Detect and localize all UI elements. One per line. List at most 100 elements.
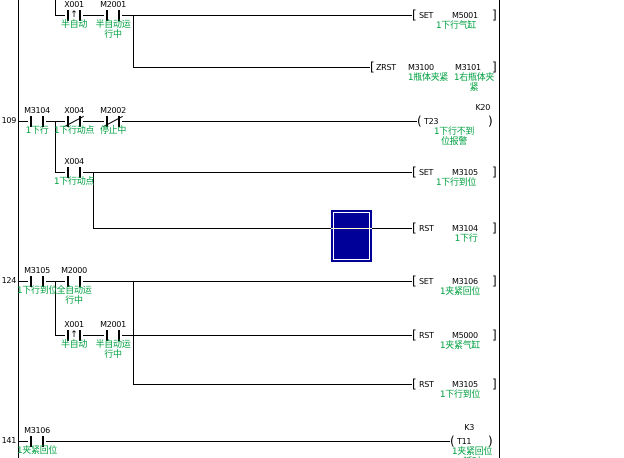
bracket-left: [: [412, 274, 417, 288]
wire-h: [18, 281, 412, 282]
device-comment: 1下行不到 位报警: [433, 127, 475, 147]
wire-h: [93, 228, 412, 229]
device-label: M2001: [100, 0, 126, 9]
rst-instruction-m3104[interactable]: [ RST M3104 ] 1下行: [0, 221, 624, 255]
no-contact-m3106[interactable]: M3106 1夹紧回位: [13, 424, 61, 458]
contact-bar: [106, 10, 108, 21]
contact-gap: [104, 328, 122, 342]
bracket-left: [: [412, 165, 417, 179]
device-label: M3106: [452, 277, 478, 286]
edit-cursor[interactable]: [331, 210, 372, 262]
no-contact-m2000[interactable]: M2000 全自动运 行中: [50, 264, 98, 310]
no-contact-m3105[interactable]: M3105 1下行到位: [13, 264, 61, 310]
device-label: M3106: [24, 426, 50, 435]
set-instruction-m5001[interactable]: [ SET M5001 ] 1下行气缸: [0, 8, 624, 42]
device-comment: 半自动运 行中: [95, 340, 131, 360]
device-comment: 1夹紧气缸: [439, 341, 481, 351]
zrst-instruction-m3100-m3101[interactable]: [ ZRST M3100 M3101 ] 1瓶体夹紧 1右瓶体夹 紧: [0, 60, 624, 94]
no-contact-m2001[interactable]: M2001 半自动运 行中: [89, 318, 137, 364]
contact-bar: [30, 116, 32, 127]
device-comment: 全自动运 行中: [56, 286, 92, 306]
no-contact-m3104[interactable]: M3104 1下行: [13, 104, 61, 150]
wire-v: [55, 0, 56, 15]
paren-left: (: [417, 114, 422, 128]
device-label: T23: [424, 117, 439, 126]
device-comment: 半自动: [60, 340, 88, 350]
contact-bar: [30, 276, 32, 287]
wire-h: [55, 335, 412, 336]
contact-bar: [42, 276, 44, 287]
bracket-right: ]: [492, 328, 497, 342]
set-instruction-m3106[interactable]: [ SET M3106 ] 1夹紧回位: [0, 274, 624, 308]
device-comment: 1下行到位: [439, 390, 481, 400]
paren-left: (: [450, 434, 455, 448]
contact-bar: [67, 276, 69, 287]
contact-bar: [67, 167, 69, 178]
pulse-contact-x001[interactable]: X001 ↑ 半自动: [50, 318, 98, 364]
contact-gap: [65, 274, 83, 288]
contact-gap: [28, 274, 46, 288]
device-label: M3105: [452, 168, 478, 177]
wire-h: [18, 441, 450, 442]
device-label: M2000: [61, 266, 87, 275]
no-contact-m2001[interactable]: M2001 半自动运 行中: [89, 0, 137, 44]
device-comment: 停止中: [99, 126, 127, 136]
device-comment: 1下行到位: [16, 286, 58, 296]
rising-edge-arrow-icon: ↑: [70, 330, 78, 340]
rung-number: 124: [1, 276, 17, 285]
rung-number: 141: [1, 436, 17, 445]
contact-bar: [79, 330, 81, 341]
device-label: M3101: [455, 63, 481, 72]
device-label: M2002: [100, 106, 126, 115]
device-label: X004: [64, 106, 84, 115]
device-label: X004: [64, 157, 84, 166]
wire-v: [55, 281, 56, 335]
device-comment: 1下行动点: [53, 177, 95, 187]
device-comment: 1下行气缸: [435, 21, 477, 31]
nc-contact-x004[interactable]: X004 1下行动点: [50, 104, 98, 150]
edit-cursor-inner: [333, 212, 370, 260]
contact-gap: [28, 434, 46, 448]
device-label: X001: [64, 320, 84, 329]
bracket-right: ]: [492, 60, 497, 74]
device-label: M2001: [100, 320, 126, 329]
device-label: M3105: [452, 380, 478, 389]
wire-h: [133, 384, 412, 385]
rst-instruction-m3105[interactable]: [ RST M3105 ] 1下行到位: [0, 377, 624, 411]
device-comment: 1下行动点: [53, 126, 95, 136]
bracket-right: ]: [492, 377, 497, 391]
timer-coil-t11[interactable]: K3 ( T11 ) 1夹紧回位 延时: [0, 423, 624, 458]
rst-instruction-m5000[interactable]: [ RST M5000 ] 1夹紧气缸: [0, 328, 624, 362]
contact-bar: [79, 116, 81, 127]
contact-bar: [67, 116, 69, 127]
mnemonic: RST: [419, 224, 434, 233]
device-comment: 1下行: [25, 126, 49, 136]
mnemonic: SET: [419, 168, 434, 177]
bracket-right: ]: [492, 221, 497, 235]
contact-bar: [30, 436, 32, 447]
pulse-contact-x001[interactable]: X001 ↑ 半自动: [50, 0, 98, 44]
wire-through-cursor: [331, 228, 372, 229]
device-comment: 1夹紧回位: [439, 287, 481, 297]
device-comment: 半自动: [60, 20, 88, 30]
device-label: M5000: [452, 331, 478, 340]
set-instruction-m3105[interactable]: [ SET M3105 ] 1下行到位: [0, 165, 624, 199]
contact-bar: [118, 10, 120, 21]
timer-coil-t23[interactable]: K20 ( T23 ) 1下行不到 位报警: [0, 103, 624, 148]
wire-v: [133, 281, 134, 384]
bracket-left: [: [412, 377, 417, 391]
wire-h: [55, 172, 412, 173]
bracket-left: [: [370, 60, 375, 74]
device-comment: 1下行到位: [435, 178, 477, 188]
device-label: M3104: [452, 224, 478, 233]
wire-v: [133, 15, 134, 68]
mnemonic: RST: [419, 331, 434, 340]
contact-bar: [42, 436, 44, 447]
nc-contact-m2002[interactable]: M2002 停止中: [89, 104, 137, 150]
no-contact-x004[interactable]: X004 1下行动点: [50, 155, 98, 201]
wire-v: [93, 172, 94, 228]
device-label: X001: [64, 0, 84, 9]
timer-constant: K3: [464, 423, 474, 432]
contact-bar: [79, 276, 81, 287]
